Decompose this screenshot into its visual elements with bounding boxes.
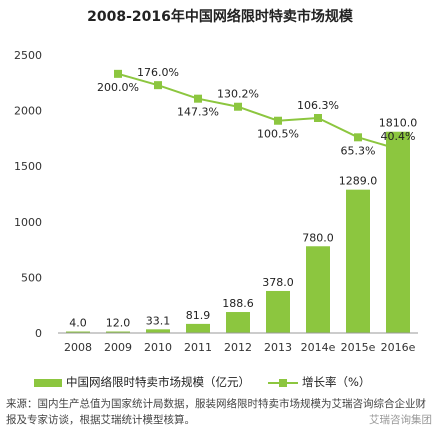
x-tick-label: 2008 [64, 341, 92, 354]
x-tick-label: 2013 [264, 341, 292, 354]
growth-rate-line [117, 72, 399, 151]
growth-rate-point [314, 113, 322, 122]
bar [386, 131, 410, 333]
legend-line-entry: 增长率（%） [268, 374, 370, 390]
growth-rate-label: 200.0% [97, 81, 139, 94]
growth-rate-label: 65.3% [341, 144, 376, 157]
legend-line-swatch [268, 378, 298, 388]
growth-rate-labels: 200.0% 176.0% 147.3% 130.2% 100.5% 106.3% 65.3… [97, 66, 415, 157]
chart-title: 2008-2016年中国网络限时特卖市场规模 [87, 9, 353, 25]
bar [186, 323, 210, 333]
bar-data-labels: 4.0 12.0 33.1 81.9 188.6 378.0 780.0 1289.0 1810… [69, 117, 417, 330]
bar-value-label: 33.1 [146, 314, 171, 327]
bar-value-label: 780.0 [302, 231, 334, 244]
legend-bar-swatch [34, 378, 62, 387]
x-tick-label: 2011 [184, 341, 212, 354]
growth-rate-point [234, 102, 242, 111]
bar [66, 331, 90, 333]
growth-rate-point [154, 81, 162, 90]
bar-value-label: 4.0 [69, 317, 87, 330]
source-note: 来源：国内生产总值为国家统计局数据，服装网络限时特卖市场规模为艾瑞咨询综合企业财… [6, 398, 426, 426]
x-tick-label: 2015e [341, 341, 376, 354]
legend-bar-entry: 中国网络限时特卖市场规模（亿元） [34, 374, 250, 390]
bar-value-label: 1289.0 [339, 175, 378, 188]
growth-rate-point [274, 116, 282, 125]
growth-rate-label: 106.3% [297, 99, 339, 112]
x-tick-label: 2014e [301, 341, 336, 354]
legend-line-label: 增长率（%） [302, 375, 371, 389]
bar-value-label: 12.0 [106, 317, 131, 330]
y-tick-label: 1500 [14, 160, 42, 173]
y-tick-label: 2500 [14, 49, 42, 62]
y-tick-label: 1000 [14, 216, 42, 229]
x-tick-label: 2009 [104, 341, 132, 354]
y-tick-label: 2000 [14, 105, 42, 118]
chart-canvas: 0 500 1000 1500 2000 2500 4.0 12.0 33.1 81.9 188.… [14, 49, 418, 354]
growth-rate-label: 176.0% [137, 66, 179, 79]
y-axis-ticks: 0 500 1000 1500 2000 2500 [14, 49, 42, 340]
growth-rate-label: 130.2% [217, 88, 259, 101]
growth-rate-label: 40.4% [381, 130, 416, 143]
bar [226, 312, 250, 333]
bar [266, 290, 290, 333]
legend-bar-label: 中国网络限时特卖市场规模（亿元） [66, 375, 250, 389]
growth-rate-series [114, 69, 402, 154]
bar-value-label: 81.9 [186, 309, 211, 322]
bar [146, 329, 170, 333]
growth-rate-point [354, 133, 362, 142]
growth-rate-point [194, 94, 202, 103]
bar [346, 189, 370, 333]
x-tick-label: 2016e [381, 341, 416, 354]
y-tick-label: 500 [21, 271, 42, 284]
growth-rate-point [394, 145, 402, 154]
growth-rate-label: 100.5% [257, 128, 299, 141]
bar-value-label: 1810.0 [379, 117, 418, 130]
watermark-text: 艾瑞咨询集团 [369, 414, 432, 426]
x-tick-label: 2010 [144, 341, 172, 354]
bar-value-label: 188.6 [222, 297, 254, 310]
x-axis-ticks: 2008 2009 2010 2011 2012 2013 2014e 2015e 2016e [64, 341, 416, 354]
bar-series [66, 131, 410, 333]
bar [306, 246, 330, 333]
bar [106, 331, 130, 333]
growth-rate-point [114, 69, 122, 78]
y-tick-label: 0 [35, 327, 42, 340]
bar-value-label: 378.0 [262, 276, 294, 289]
growth-rate-label: 147.3% [177, 106, 219, 119]
x-tick-label: 2012 [224, 341, 252, 354]
